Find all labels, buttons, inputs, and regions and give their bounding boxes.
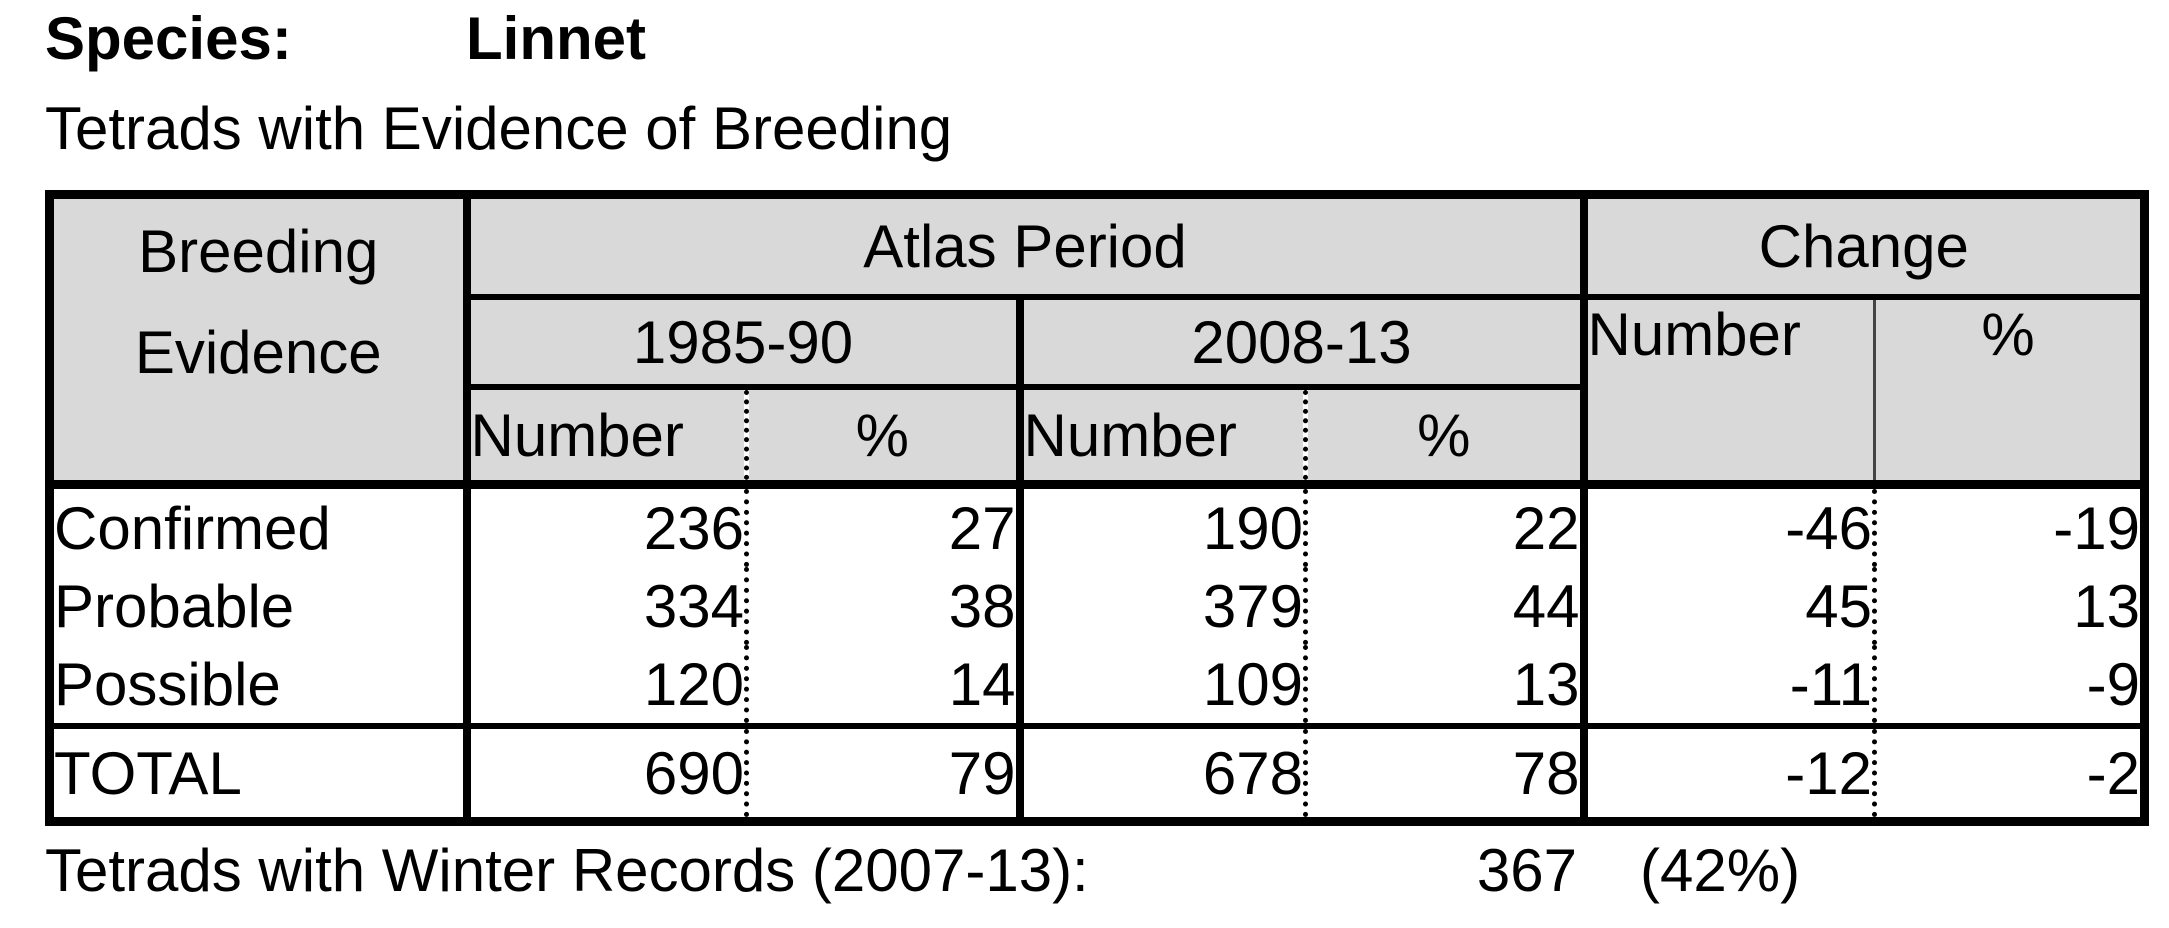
cell-change-number: -46	[1583, 484, 1875, 567]
species-label: Species:	[45, 5, 292, 72]
cell-p1-number: 120	[466, 645, 747, 726]
cell-p1-percent: 38	[744, 567, 1024, 645]
th-1985-percent: %	[744, 387, 1024, 489]
header-row-2: 1985-90 2008-13 Number %	[50, 297, 2145, 489]
cell-p2-percent: 44	[1303, 567, 1588, 645]
cell-p2-number: 379	[1019, 567, 1306, 645]
th-change-number: Number	[1583, 297, 1875, 489]
cell-row-label: Confirmed	[49, 484, 471, 567]
cell-change-number: 45	[1583, 567, 1875, 645]
cell-row-label: TOTAL	[49, 723, 471, 822]
th-change-percent: %	[1873, 297, 2145, 489]
table-row-possible: Possible 120 14 109 13 -11 -9	[49, 645, 2145, 726]
winter-records-label: Tetrads with Winter Records (2007-13):	[45, 837, 1089, 904]
winter-records-line: Tetrads with Winter Records (2007-13): 3…	[45, 836, 2169, 908]
cell-row-label: Probable	[49, 567, 471, 645]
cell-row-label: Possible	[49, 645, 471, 726]
cell-p2-number: 190	[1019, 484, 1306, 567]
cell-p2-percent: 13	[1303, 645, 1588, 726]
page-title: Species: Linnet	[45, 4, 646, 73]
cell-p2-number: 678	[1019, 723, 1306, 822]
table-subtitle: Tetrads with Evidence of Breeding	[45, 95, 953, 162]
cell-p1-percent: 14	[744, 645, 1024, 726]
th-2008-number: Number	[1019, 387, 1306, 489]
table-row-total: TOTAL 690 79 678 78 -12 -2	[49, 723, 2145, 822]
table-row-confirmed: Confirmed 236 27 190 22 -46 -19	[49, 484, 2145, 567]
breeding-evidence-table: Breeding Evidence Atlas Period Change 19…	[45, 190, 2149, 826]
th-breeding-evidence-line2: Evidence	[134, 319, 382, 386]
species-value: Linnet	[466, 5, 646, 72]
cell-change-number: -11	[1583, 645, 1875, 726]
header-row-1: Breeding Evidence Atlas Period Change	[49, 194, 2145, 489]
th-1985-number: Number	[466, 387, 747, 489]
th-2008-percent: %	[1303, 387, 1588, 489]
th-period-1985-90: 1985-90	[466, 297, 1024, 390]
cell-change-percent: 13	[1872, 567, 2145, 645]
cell-change-number: -12	[1583, 723, 1875, 822]
cell-p1-number: 236	[466, 484, 747, 567]
cell-p2-percent: 22	[1303, 484, 1588, 567]
th-period-2008-13: 2008-13	[1019, 297, 1588, 390]
th-breeding-evidence-line1: Breeding	[138, 218, 379, 285]
th-breeding-evidence: Breeding Evidence	[49, 194, 471, 489]
th-change: Change	[1583, 194, 2145, 300]
cell-p2-number: 109	[1019, 645, 1306, 726]
header-row-3: Number % Number %	[50, 387, 2145, 489]
cell-p1-percent: 27	[744, 484, 1024, 567]
th-atlas-period: Atlas Period	[466, 194, 1588, 300]
cell-p2-percent: 78	[1303, 723, 1588, 822]
table-row-probable: Probable 334 38 379 44 45 13	[49, 567, 2145, 645]
cell-change-percent: -9	[1872, 645, 2145, 726]
cell-p1-number: 690	[466, 723, 747, 822]
cell-change-percent: -19	[1872, 484, 2145, 567]
winter-records-percent: (42%)	[1640, 837, 1801, 904]
cell-p1-percent: 79	[744, 723, 1024, 822]
winter-records-value: 367	[1476, 837, 1577, 904]
cell-p1-number: 334	[466, 567, 747, 645]
cell-change-percent: -2	[1872, 723, 2145, 822]
